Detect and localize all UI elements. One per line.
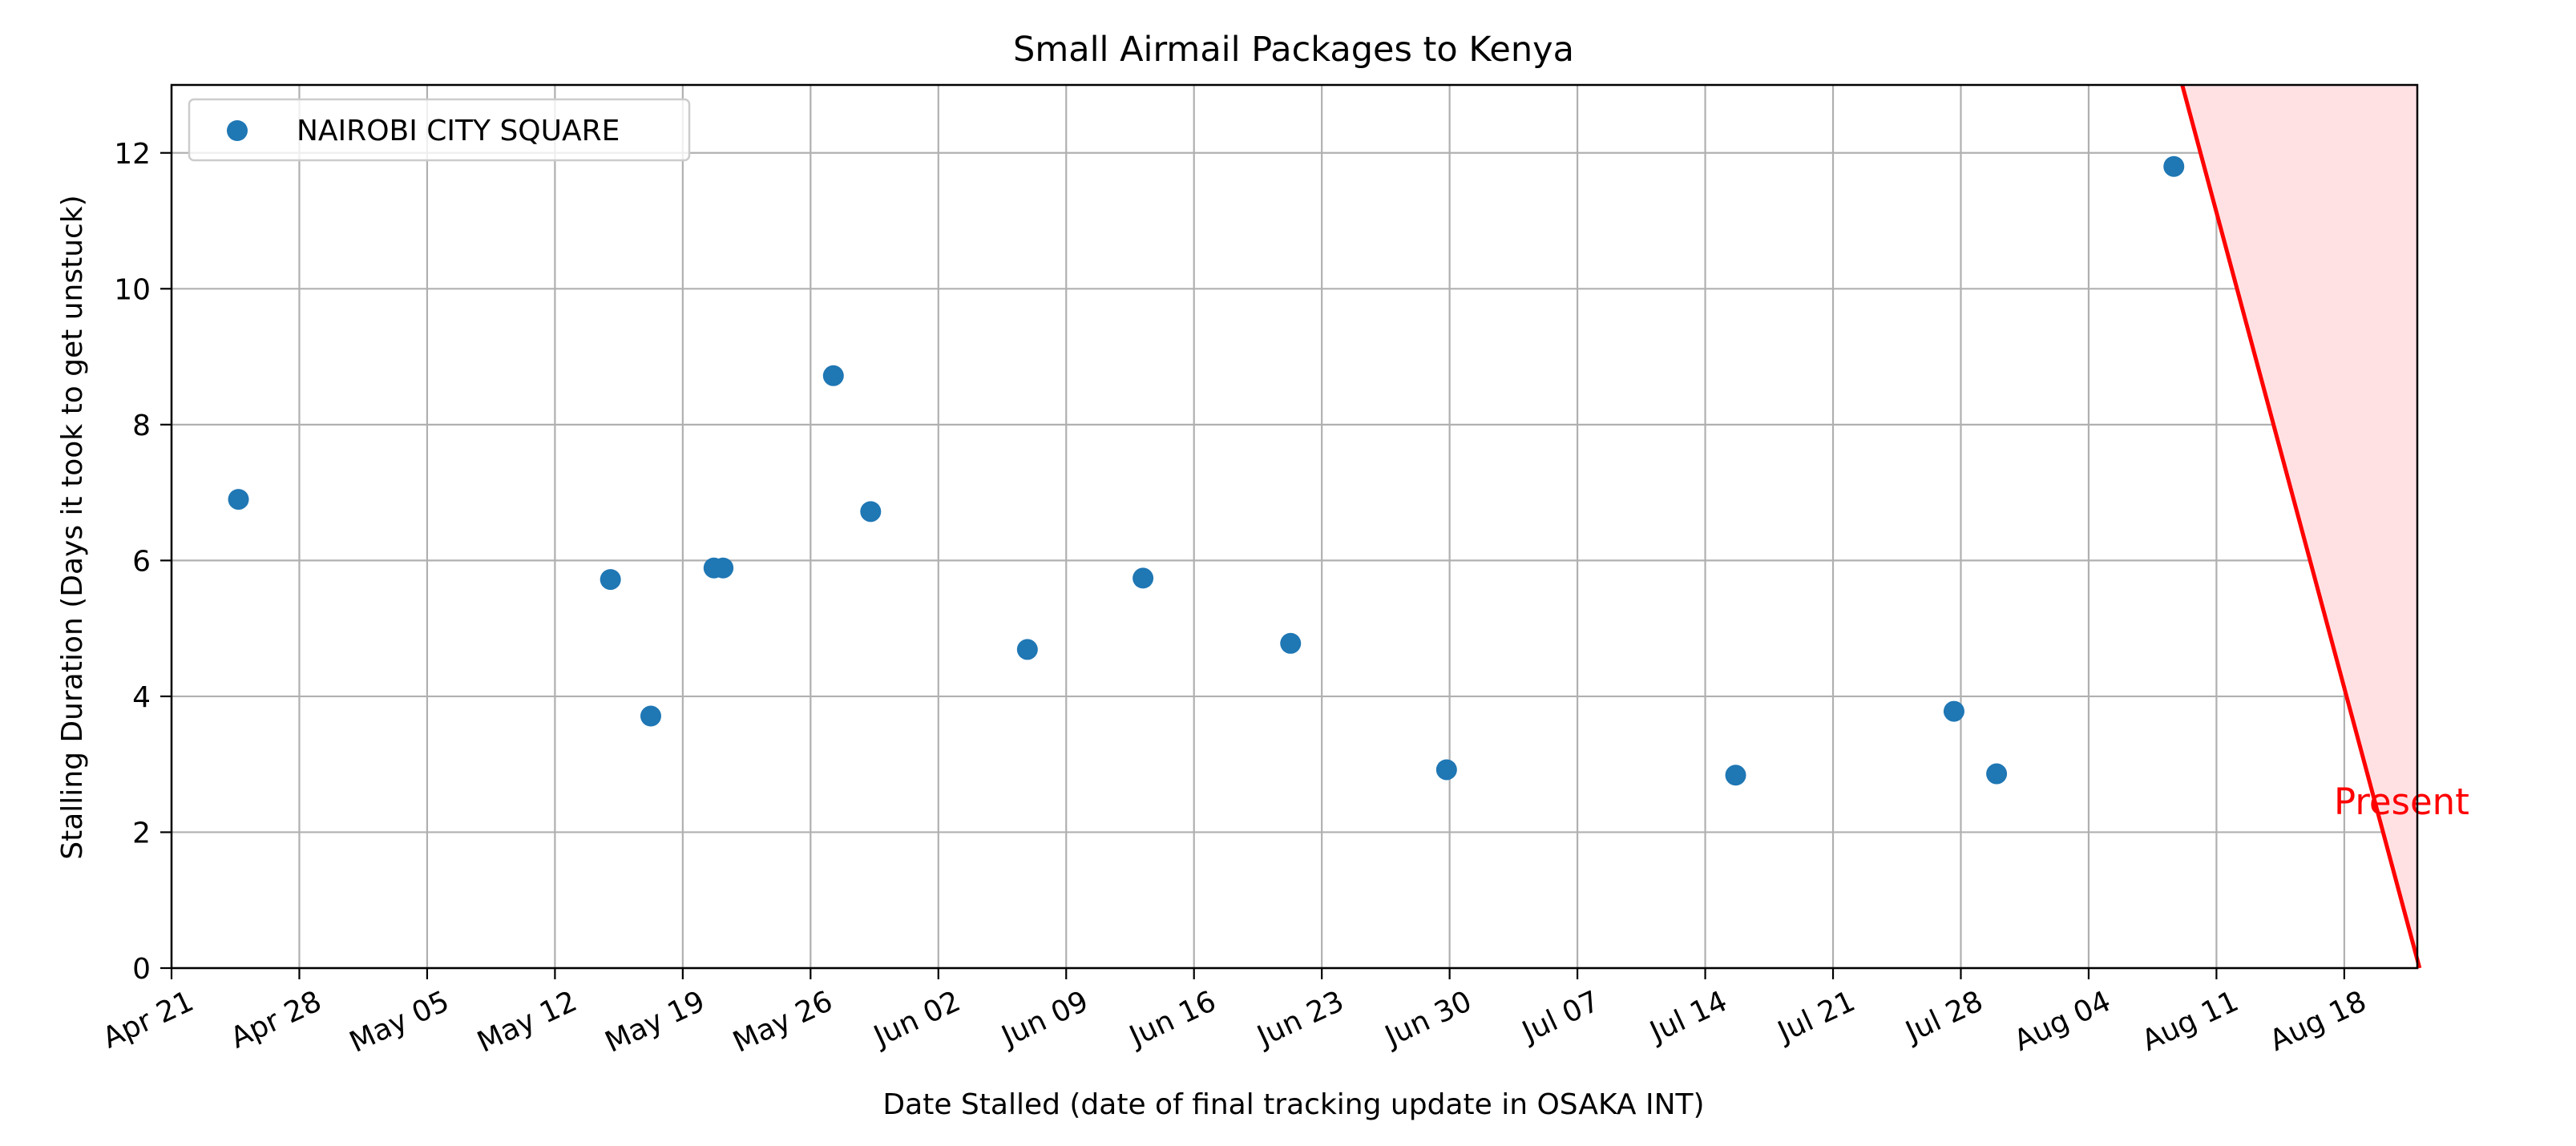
y-tick-label: 12 [114, 138, 151, 171]
y-tick-label: 0 [132, 953, 151, 986]
data-point [1725, 765, 1746, 786]
y-tick-label: 10 [114, 273, 151, 306]
data-point [1986, 763, 2008, 785]
data-point [1133, 567, 1154, 589]
y-tick-label: 8 [132, 410, 151, 442]
data-point [1435, 759, 1457, 781]
data-point [822, 365, 844, 386]
data-point [1943, 700, 1964, 722]
data-point [713, 557, 734, 579]
legend: NAIROBI CITY SQUARE [188, 98, 691, 162]
y-axis-ticks: 0 2 4 6 8 10 12 [114, 138, 172, 986]
plot-frame [170, 83, 2419, 970]
legend-box [188, 98, 691, 162]
data-point [1016, 639, 1038, 660]
chart-title: Small Airmail Packages to Kenya [1013, 30, 1574, 70]
data-point [1280, 632, 1302, 654]
y-axis-label: Stalling Duration (Days it took to get u… [56, 195, 89, 859]
y-tick-label: 4 [132, 681, 151, 714]
present-line [2180, 84, 2422, 969]
legend-label: NAIROBI CITY SQUARE [297, 115, 620, 147]
y-tick-label: 2 [132, 817, 151, 849]
data-point [2163, 155, 2185, 177]
x-axis-label: Date Stalled (date of final tracking upd… [882, 1088, 1704, 1121]
present-label: Present [2334, 781, 2469, 823]
legend-marker [227, 120, 248, 141]
data-point [228, 489, 249, 510]
y-tick-label: 6 [132, 545, 151, 578]
present-region: Present [2180, 84, 2469, 969]
data-point [640, 705, 661, 727]
data-points [228, 155, 2185, 786]
data-point [860, 501, 882, 523]
data-point [600, 569, 621, 591]
